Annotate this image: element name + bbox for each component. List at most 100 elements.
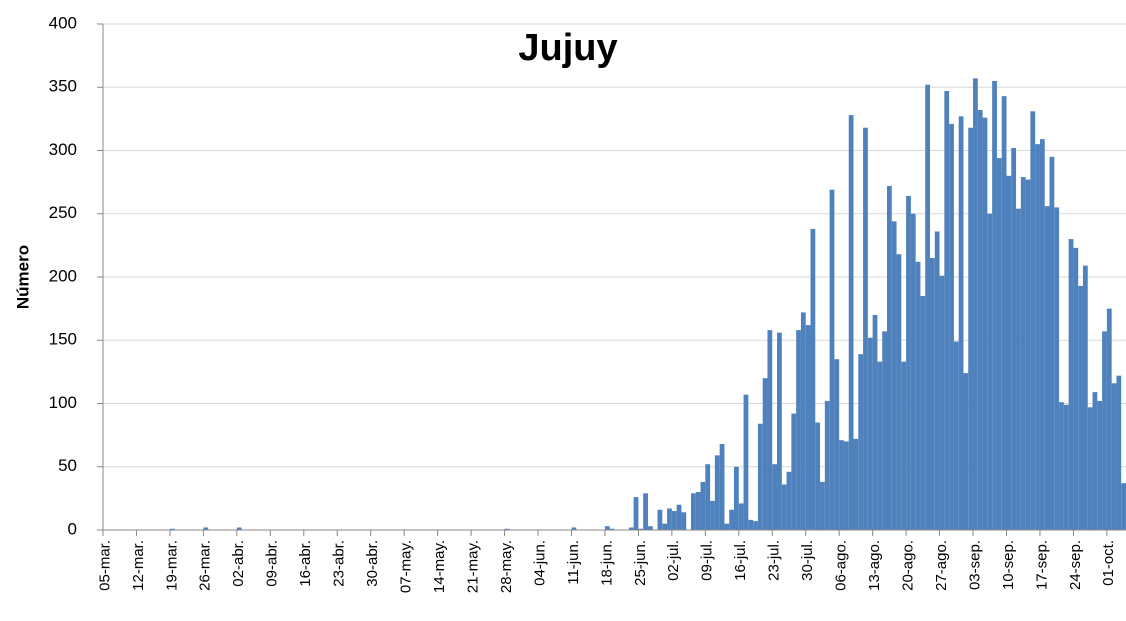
bar xyxy=(724,523,730,530)
x-tick-label: 12-mar. xyxy=(130,540,147,591)
bar xyxy=(743,394,749,530)
bar xyxy=(1059,402,1064,530)
x-tick-label: 11-jun. xyxy=(565,540,582,585)
x-tick-label: 02-jul. xyxy=(665,540,682,581)
bar xyxy=(1068,239,1074,531)
bar xyxy=(805,325,811,530)
bar xyxy=(236,527,242,530)
bar xyxy=(867,337,873,530)
bar xyxy=(973,78,978,531)
bar xyxy=(944,91,950,531)
bar xyxy=(705,464,711,530)
y-tick-label: 200 xyxy=(49,266,77,285)
bar xyxy=(1020,177,1026,530)
bar xyxy=(762,378,768,530)
bar xyxy=(671,511,677,530)
bar xyxy=(1092,392,1098,530)
bar xyxy=(1016,208,1021,530)
x-tick-label: 10-sep. xyxy=(1000,540,1017,590)
bar xyxy=(1030,111,1036,530)
y-tick-label: 100 xyxy=(49,393,77,412)
x-tick-label: 30-abr. xyxy=(364,540,381,587)
x-tick-label: 09-jul. xyxy=(699,540,716,581)
bar xyxy=(681,512,687,530)
bar xyxy=(934,231,940,530)
bar xyxy=(1078,285,1083,530)
bar xyxy=(977,110,983,531)
x-tick-label: 19-mar. xyxy=(163,540,180,591)
y-tick-label: 150 xyxy=(49,330,77,349)
x-tick-label: 30-jul. xyxy=(799,540,816,581)
bar xyxy=(1073,247,1079,530)
bar xyxy=(571,527,577,530)
bar xyxy=(786,471,792,530)
bar xyxy=(882,331,887,530)
bar xyxy=(169,528,175,530)
x-tick-label: 20-ago. xyxy=(899,540,916,591)
bar xyxy=(647,526,653,530)
bar xyxy=(949,123,954,530)
x-tick-label: 04-jun. xyxy=(531,540,548,586)
x-tick-label: 02-abr. xyxy=(230,540,247,587)
bar xyxy=(829,189,835,530)
bar xyxy=(896,254,902,531)
x-tick-label: 24-sep. xyxy=(1067,540,1084,590)
bar xyxy=(638,528,644,530)
chart-title: Jujuy xyxy=(518,27,617,69)
bar xyxy=(710,500,715,530)
x-tick-label: 09-abr. xyxy=(264,540,281,587)
bar xyxy=(853,438,859,530)
bar xyxy=(714,455,720,530)
bar xyxy=(824,400,830,530)
x-tick-label: 13-ago. xyxy=(866,540,883,591)
bar xyxy=(609,528,615,530)
bar xyxy=(1006,175,1012,531)
bar xyxy=(1063,404,1069,530)
bar xyxy=(772,464,778,530)
bar xyxy=(1121,483,1126,530)
x-tick-label: 05-mar. xyxy=(96,540,113,591)
bar xyxy=(968,127,974,530)
bar xyxy=(791,413,797,530)
x-tick-label: 03-sep. xyxy=(966,540,983,590)
x-tick-label: 06-ago. xyxy=(833,540,850,591)
bar xyxy=(800,312,806,530)
bar xyxy=(1087,407,1093,530)
y-tick-label: 300 xyxy=(49,140,77,159)
bar xyxy=(1039,139,1045,531)
bar xyxy=(910,213,916,530)
bar xyxy=(939,275,945,530)
bar xyxy=(628,527,634,530)
bar xyxy=(872,314,878,530)
x-tick-label: 07-may. xyxy=(398,540,415,593)
bar xyxy=(891,221,897,530)
bar xyxy=(1102,331,1107,530)
bar xyxy=(643,493,648,530)
bar xyxy=(863,127,868,530)
bar xyxy=(906,196,911,531)
bar xyxy=(982,117,988,531)
bar xyxy=(930,258,935,530)
bar xyxy=(877,361,883,530)
bar xyxy=(848,115,854,530)
bar xyxy=(1049,156,1055,530)
bar xyxy=(676,504,682,530)
bar xyxy=(920,295,926,530)
bar xyxy=(992,80,997,531)
x-tick-label: 18-jun. xyxy=(598,540,615,586)
bar xyxy=(1054,207,1060,531)
x-tick-label: 01-oct. xyxy=(1100,540,1117,586)
bar xyxy=(834,359,840,530)
x-tick-label: 21-may. xyxy=(464,540,481,593)
bar xyxy=(767,330,773,530)
bar xyxy=(700,481,706,530)
bar xyxy=(781,484,787,530)
bar xyxy=(667,508,672,530)
bar xyxy=(925,84,931,530)
bar xyxy=(810,228,816,530)
bar xyxy=(1106,308,1112,530)
bar xyxy=(734,466,739,530)
bar xyxy=(633,497,639,530)
y-axis-label: Número xyxy=(13,245,32,309)
bar xyxy=(1111,383,1117,530)
